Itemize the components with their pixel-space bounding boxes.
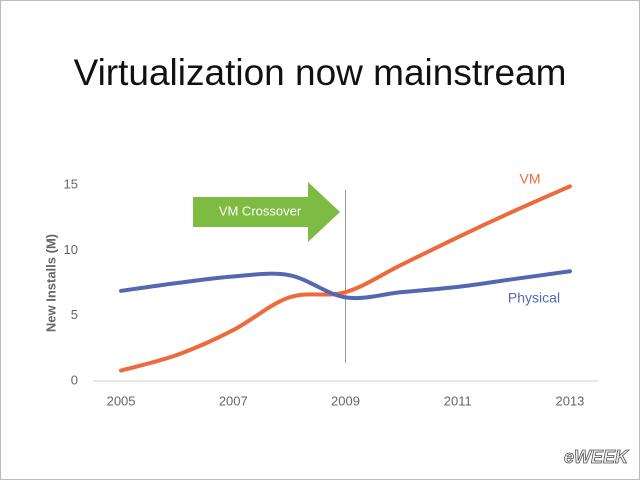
series-label: Physical	[508, 290, 560, 306]
watermark: eWEEK	[564, 447, 630, 467]
x-tick-label: 2013	[555, 393, 584, 408]
x-tick-label: 2005	[107, 393, 136, 408]
series-line	[119, 184, 572, 373]
crossover-arrow	[193, 182, 340, 242]
y-tick-label: 15	[64, 176, 78, 191]
chart-title: Virtualization now mainstream	[74, 52, 567, 93]
x-tick-label: 2007	[219, 393, 248, 408]
x-tick-label: 2009	[331, 393, 360, 408]
series-line	[119, 269, 572, 301]
annotation-text: VM Crossover	[219, 203, 302, 218]
y-tick-label: 5	[71, 307, 78, 322]
series-label: VM	[520, 171, 541, 187]
y-axis-label: New Installs (M)	[43, 234, 58, 332]
y-tick-label: 0	[71, 372, 78, 387]
x-tick-label: 2011	[444, 393, 472, 408]
y-tick-label: 10	[64, 242, 78, 257]
